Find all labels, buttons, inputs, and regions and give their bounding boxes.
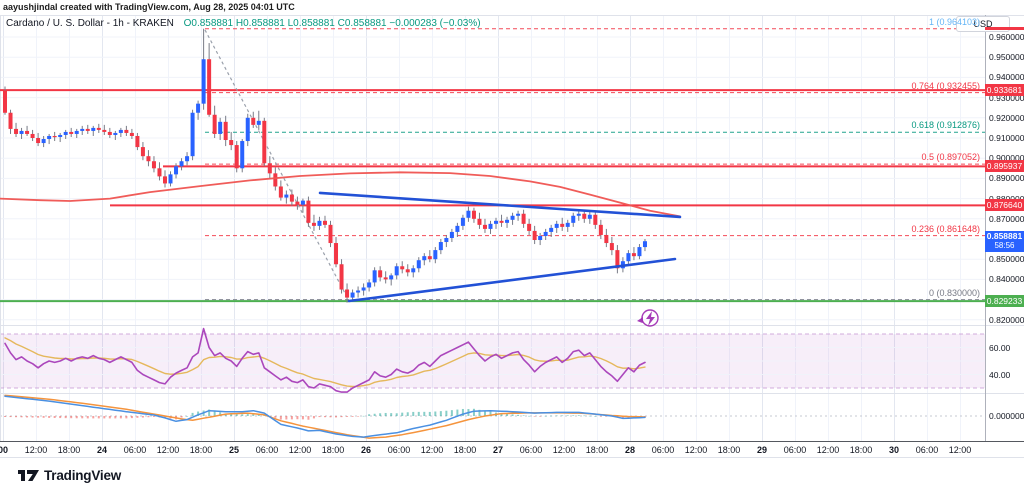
time-axis-label: 00 [0,445,8,455]
tradingview-logo-icon [18,470,39,481]
time-axis-label: 18:00 [189,445,213,455]
price-badge: 0.933681 [985,84,1024,97]
time-axis-label: 25 [228,445,239,455]
tradingview-logo-text: TradingView [44,468,122,483]
price-badge-value: 0.858881 [986,230,1023,241]
time-axis-label: 06:00 [387,445,411,455]
time-axis-label: 06:00 [651,445,675,455]
attribution-text: aayushjindal created with TradingView.co… [3,2,295,12]
macd-axis-label: 0.000000 [989,411,1024,421]
time-axis-label: 12:00 [552,445,576,455]
price-badge: 0.876640 [985,199,1024,212]
ohlc-values: O0.858881 H0.858881 L0.858881 C0.858881 … [183,18,481,29]
tradingview-logo[interactable]: TradingView [18,468,121,483]
time-axis-label: 18:00 [849,445,873,455]
price-badge: 0.895937 [985,160,1024,173]
price-axis-label: 0.930000 [989,92,1024,103]
time-axis-label: 18:00 [585,445,609,455]
time-axis-label: 28 [624,445,635,455]
rsi-axis-label: 40.00 [989,369,1011,380]
price-axis-label: 0.880000 [989,194,1024,204]
price-badge: 0.858881 58:56 [985,230,1024,252]
price-axis-label: 0.820000 [989,314,1024,325]
fib-level-axis-tick [985,27,1024,30]
time-axis-label: 27 [492,445,503,455]
price-axis-label: 0.900000 [989,153,1024,164]
price-axis-label: 0.940000 [989,72,1024,83]
symbol-header: Cardano / U. S. Dollar - 1h - KRAKEN O0.… [6,18,481,29]
time-axis-label: 30 [888,445,899,455]
price-badge: 0.829233 [985,295,1024,308]
price-axis-label: 0.960000 [989,32,1024,42]
time-axis-label: 12:00 [948,445,972,455]
time-axis-label: 18:00 [717,445,741,455]
price-axis-label: 0.890000 [989,173,1024,184]
time-axis-label: 26 [360,445,371,455]
time-axis-label: 12:00 [420,445,444,455]
time-axis-label: 12:00 [684,445,708,455]
time-axis-label: 12:00 [288,445,312,455]
time-axis-label: 12:00 [156,445,180,455]
price-axis-label: 0.840000 [989,274,1024,285]
time-axis-label: 24 [96,445,107,455]
time-axis-label: 06:00 [783,445,807,455]
time-axis-label: 29 [756,445,767,455]
time-axis-label: 18:00 [321,445,345,455]
rsi-axis-label: 60.00 [989,342,1011,353]
price-axis-label: 0.920000 [989,112,1024,123]
price-axis-label: 0.910000 [989,133,1024,143]
price-axis-label: 0.870000 [989,213,1024,224]
time-axis-label: 06:00 [915,445,939,455]
time-axis-label: 18:00 [453,445,477,455]
time-axis-label: 12:00 [816,445,840,455]
time-axis-label: 06:00 [123,445,147,455]
time-axis-label: 18:00 [57,445,81,455]
time-axis-label: 06:00 [255,445,279,455]
symbol-title: Cardano / U. S. Dollar - 1h - KRAKEN [6,18,174,29]
price-axis-label: 0.950000 [989,52,1024,63]
time-axis-label: 12:00 [24,445,48,455]
price-axis-label: 0.850000 [989,254,1024,265]
candle-countdown: 58:56 [994,241,1015,251]
time-axis-label: 06:00 [519,445,543,455]
